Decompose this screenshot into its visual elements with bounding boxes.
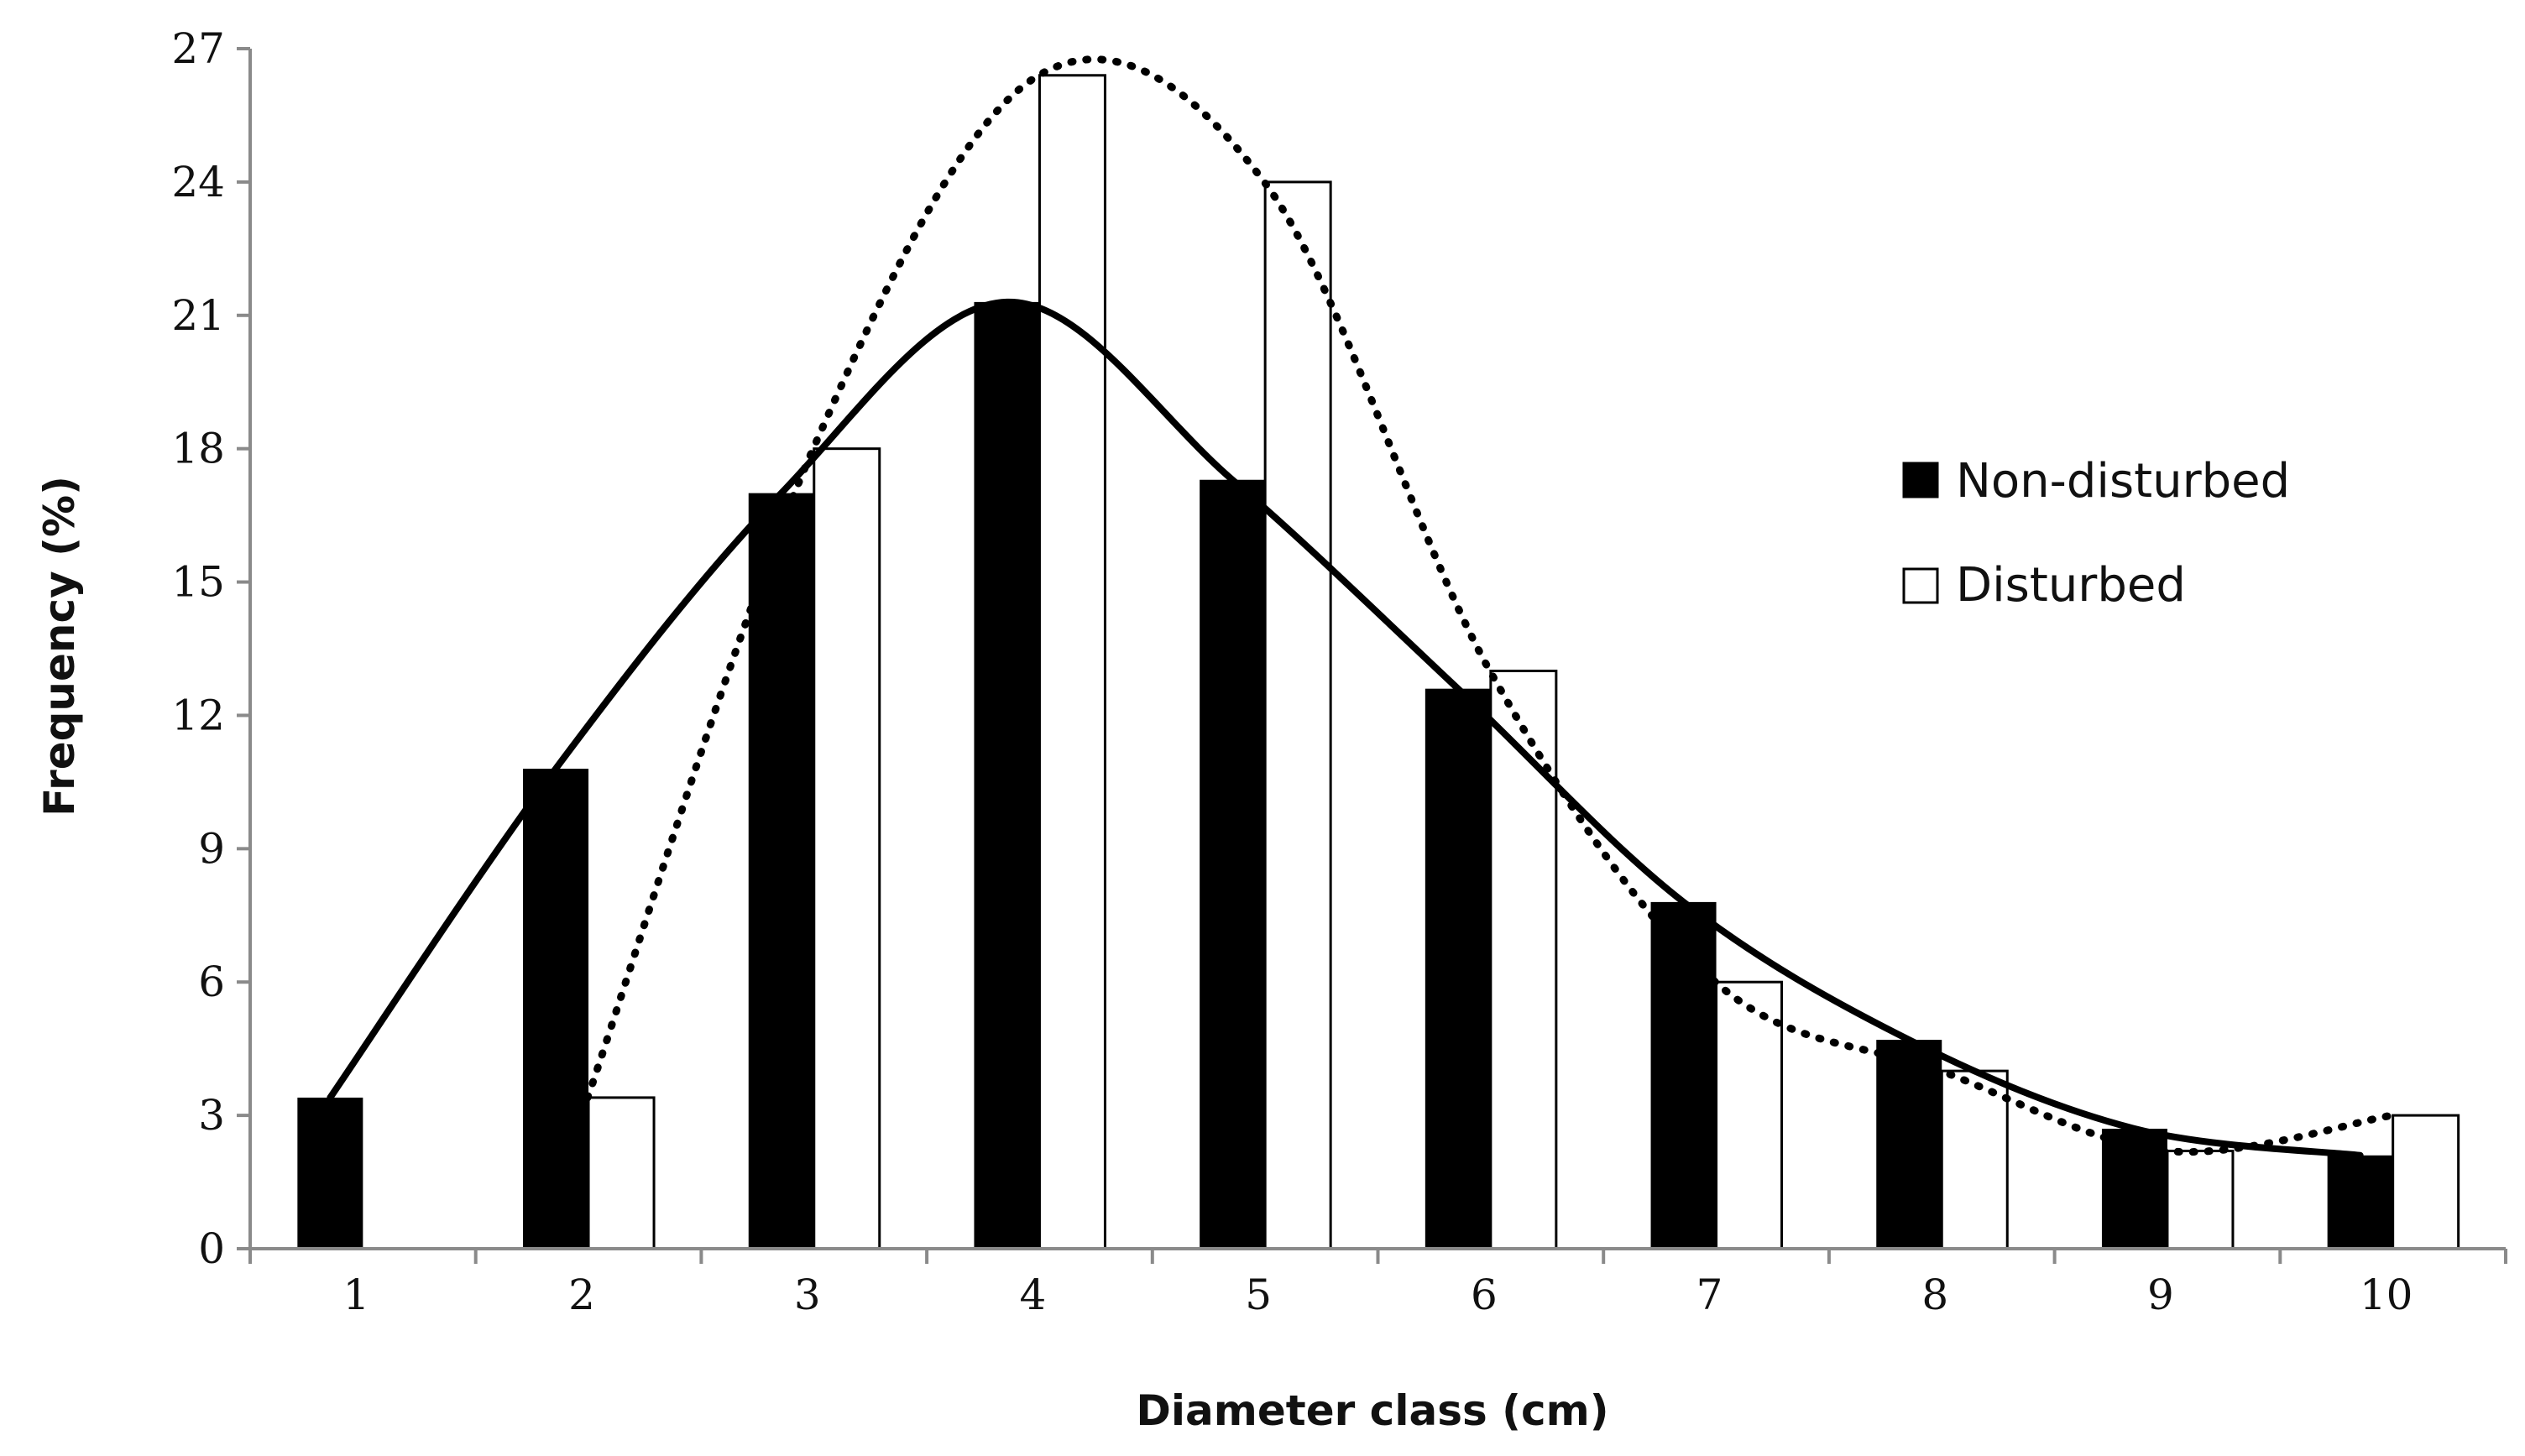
legend-label-non-disturbed: Non-disturbed — [1956, 454, 2290, 509]
bar-non-disturbed-8 — [1876, 1040, 1942, 1249]
bar-non-disturbed-7 — [1650, 901, 1717, 1249]
bar-disturbed-6 — [1489, 669, 1558, 1250]
bars-disturbed — [587, 74, 2460, 1250]
x-tick-label-1: 1 — [342, 1271, 369, 1319]
x-tick-label-9: 9 — [2147, 1271, 2174, 1319]
x-axis: 1 2 3 4 5 6 7 8 9 10 — [248, 1247, 2507, 1319]
x-tick-label-4: 4 — [1020, 1271, 1047, 1319]
y-tick-label-6: 6 — [198, 958, 225, 1006]
x-tick-label-3: 3 — [794, 1271, 821, 1319]
y-tick-label-27: 27 — [171, 24, 225, 73]
y-tick-label-18: 18 — [171, 425, 225, 473]
y-tick-label-3: 3 — [198, 1091, 225, 1140]
plot-area — [297, 55, 2460, 1250]
bar-disturbed-10 — [2392, 1114, 2460, 1250]
bar-disturbed-7 — [1715, 980, 1784, 1250]
bar-disturbed-4 — [1038, 74, 1106, 1250]
x-tick-label-6: 6 — [1471, 1271, 1498, 1319]
trendline-disturbed — [583, 55, 2397, 1156]
bar-disturbed-5 — [1263, 180, 1332, 1250]
y-tick-label-12: 12 — [171, 691, 225, 739]
y-tick-label-21: 21 — [171, 291, 225, 340]
bars-non-disturbed — [297, 301, 2393, 1249]
bar-non-disturbed-1 — [297, 1097, 363, 1249]
legend-swatch-disturbed — [1902, 567, 1939, 604]
bar-disturbed-3 — [813, 447, 881, 1250]
bar-non-disturbed-2 — [523, 769, 589, 1249]
x-tick-label-7: 7 — [1696, 1271, 1723, 1319]
bar-non-disturbed-10 — [2327, 1155, 2393, 1249]
legend-item-disturbed: Disturbed — [1902, 558, 2186, 613]
bar-disturbed-8 — [1940, 1069, 2009, 1250]
y-tick-label-15: 15 — [171, 558, 225, 607]
legend-label-disturbed: Disturbed — [1956, 558, 2186, 613]
bar-non-disturbed-3 — [748, 493, 814, 1249]
y-tick-label-9: 9 — [198, 824, 225, 873]
legend: Non-disturbed Disturbed — [1902, 454, 2290, 613]
x-tick-label-5: 5 — [1245, 1271, 1272, 1319]
bar-disturbed-9 — [2166, 1149, 2235, 1250]
x-tick-label-2: 2 — [568, 1271, 595, 1319]
bar-disturbed-2 — [587, 1096, 656, 1250]
y-axis: 0 3 6 9 12 15 18 21 24 27 — [171, 24, 252, 1273]
y-tick-label-0: 0 — [198, 1224, 225, 1273]
legend-item-non-disturbed: Non-disturbed — [1902, 454, 2290, 509]
y-tick-label-24: 24 — [171, 158, 225, 206]
y-axis-title: Frequency (%) — [35, 476, 84, 817]
x-axis-title: Diameter class (cm) — [1136, 1386, 1608, 1435]
x-tick-label-10: 10 — [2360, 1271, 2413, 1319]
legend-swatch-non-disturbed — [1902, 462, 1939, 498]
x-tick-label-8: 8 — [1921, 1271, 1948, 1319]
bar-non-disturbed-5 — [1200, 479, 1266, 1249]
trendline-non-disturbed — [327, 298, 2364, 1159]
bar-non-disturbed-4 — [974, 301, 1040, 1249]
bar-non-disturbed-6 — [1425, 688, 1491, 1249]
